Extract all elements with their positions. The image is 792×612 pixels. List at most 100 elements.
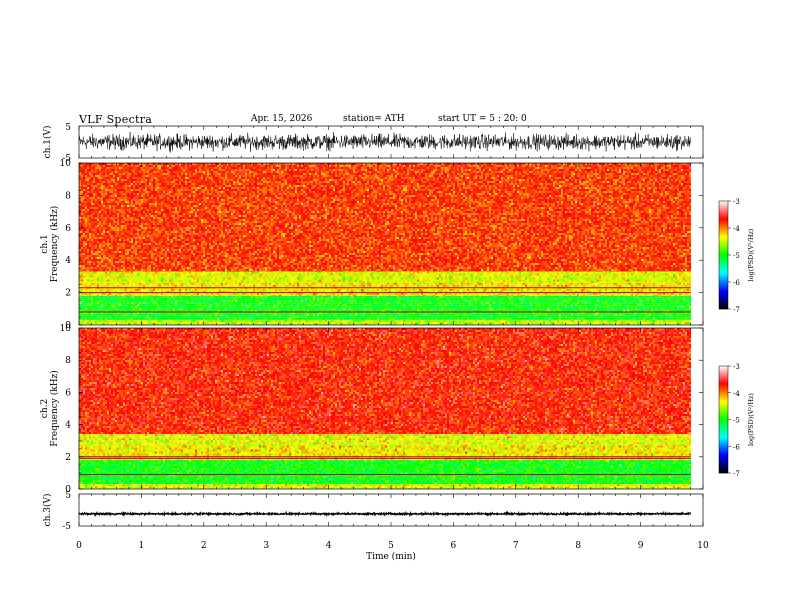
- ch1-spectrogram-cell: [189, 167, 191, 169]
- ch1-spectrogram-cell: [617, 165, 619, 167]
- ch1-spectrogram-cell: [675, 165, 677, 167]
- ch1-spectrogram-cell: [373, 165, 375, 167]
- ch1-spectrogram-cell: [203, 167, 205, 169]
- ch1-spectrogram-cell: [237, 167, 239, 169]
- ch1-spectrogram-cell: [275, 167, 277, 169]
- ch1-spectrogram-cell: [579, 165, 581, 167]
- ch1-spectrogram-cell: [205, 165, 207, 167]
- ch1-spectrogram-cell: [295, 167, 297, 169]
- ch1-spectrogram-cell: [165, 167, 167, 169]
- ch1-spectrogram-cell: [265, 167, 267, 169]
- ch1-spectrogram-cell: [311, 165, 313, 167]
- ch1-spectrogram-cell: [129, 165, 131, 167]
- ch1-spectrogram-cell: [285, 167, 287, 169]
- ch1-spectrogram-cell: [459, 165, 461, 167]
- ch1-spectrogram-cell: [259, 165, 261, 167]
- ch1-spectrogram-cell: [547, 165, 549, 167]
- ch1-spectrogram-cell: [315, 167, 317, 169]
- ch1-spectrogram-cell: [431, 165, 433, 167]
- ch1-spectrogram-cell: [105, 167, 107, 169]
- ch1-spectrogram-cell: [169, 167, 171, 169]
- ch1-spectrogram-cell: [285, 165, 287, 167]
- ch1-spectrogram-cell: [279, 165, 281, 167]
- ch1-spectrogram-cell: [85, 165, 87, 167]
- ch1-spectrogram-cell: [491, 165, 493, 167]
- ch1-spectrogram-cell: [651, 165, 653, 167]
- ch1-spectrogram-cell: [135, 167, 137, 169]
- ch1-spectrogram-cell: [673, 165, 675, 167]
- ch1-spectrogram-cell: [307, 167, 309, 169]
- ch1-spectrogram-cell: [223, 165, 225, 167]
- ch1-spectrogram-cell: [97, 165, 99, 167]
- ch1-spectrogram-cell: [227, 165, 229, 167]
- ch1-spectrogram-cell: [553, 165, 555, 167]
- ch1-spectrogram-cell: [255, 167, 257, 169]
- ch1-spectrogram-cell: [119, 165, 121, 167]
- ch1-spectrogram-cell: [189, 165, 191, 167]
- ch1-spectrogram-cell: [551, 165, 553, 167]
- ch1-spectrogram-cell: [433, 165, 435, 167]
- ch1-spectrogram-cell: [145, 165, 147, 167]
- ch1-spectrogram-cell: [381, 165, 383, 167]
- ch1-spectrogram-cell: [135, 165, 137, 167]
- ch1-spectrogram-cell: [243, 165, 245, 167]
- ch1-spectrogram-cell: [137, 165, 139, 167]
- ch1-spectrogram-cell: [277, 165, 279, 167]
- ch1-spectrogram-cell: [157, 165, 159, 167]
- ch1-spectrogram-cell: [105, 165, 107, 167]
- ch1-spectrogram-cell: [633, 165, 635, 167]
- ch1-spectrogram-cell: [183, 165, 185, 167]
- ch1-spectrogram-cell: [329, 165, 331, 167]
- ch1-spectrogram-cell: [595, 165, 597, 167]
- ch1-spectrogram-cell: [253, 165, 255, 167]
- ch1-spectrogram-cell: [401, 165, 403, 167]
- ch1-spectrogram-cell: [535, 165, 537, 167]
- ch1-spectrogram-cell: [567, 165, 569, 167]
- ch1-spectrogram-cell: [283, 167, 285, 169]
- ch1-spectrogram-cell: [151, 167, 153, 169]
- ch1-spectrogram-cell: [245, 165, 247, 167]
- ch1-spectrogram-cell: [209, 167, 211, 169]
- ch1-spectrogram-cell: [181, 165, 183, 167]
- ch1-spectrogram-cell: [221, 165, 223, 167]
- ch1-spectrogram-cell: [549, 165, 551, 167]
- ch1-spectrogram-cell: [183, 167, 185, 169]
- ch1-spectrogram-cell: [249, 165, 251, 167]
- ch1-spectrogram-cell: [91, 167, 93, 169]
- ch1-spectrogram-cell: [475, 165, 477, 167]
- ch1-spectrogram-cell: [585, 165, 587, 167]
- ch1-spectrogram-cell: [89, 165, 91, 167]
- ch1-spectrogram-cell: [193, 165, 195, 167]
- ch1-spectrogram-cell: [101, 165, 103, 167]
- ch1-spectrogram-cell: [529, 165, 531, 167]
- ch1-spectrogram-cell: [611, 165, 613, 167]
- ch1-spectrogram-cell: [233, 165, 235, 167]
- ch1-spectrogram-cell: [209, 165, 211, 167]
- ch1-spectrogram-cell: [93, 165, 95, 167]
- ch1-spectrogram-cell: [211, 165, 213, 167]
- ch1-spectrogram-cell: [89, 167, 91, 169]
- ch1-spectrogram-cell: [669, 165, 671, 167]
- ch1-spectrogram-cell: [303, 167, 305, 169]
- ch1-spectrogram-cell: [81, 167, 83, 169]
- ch1-spectrogram-cell: [281, 165, 283, 167]
- ch1-spectrogram-cell: [495, 165, 497, 167]
- ch1-spectrogram-cell: [405, 165, 407, 167]
- ch1-spectrogram-cell: [307, 165, 309, 167]
- ch1-spectrogram-cell: [301, 167, 303, 169]
- ch1-spectrogram-cell: [195, 165, 197, 167]
- ch1-spectrogram-cell: [335, 165, 337, 167]
- ch1-spectrogram-cell: [271, 165, 273, 167]
- ch1-spectrogram-cell: [451, 165, 453, 167]
- ch1-spectrogram-cell: [493, 165, 495, 167]
- ch1-spectrogram-cell: [217, 165, 219, 167]
- ch1-spectrogram-cell: [613, 165, 615, 167]
- ch1-spectrogram-cell: [657, 165, 659, 167]
- ch1-spectrogram-cell: [527, 165, 529, 167]
- ch1-spectrogram-cell: [363, 165, 365, 167]
- ch1-spectrogram-cell: [407, 165, 409, 167]
- ch1-spectrogram-cell: [349, 165, 351, 167]
- ch1-spectrogram-cell: [437, 165, 439, 167]
- ch1-spectrogram-cell: [455, 165, 457, 167]
- ch1-spectrogram-cell: [489, 165, 491, 167]
